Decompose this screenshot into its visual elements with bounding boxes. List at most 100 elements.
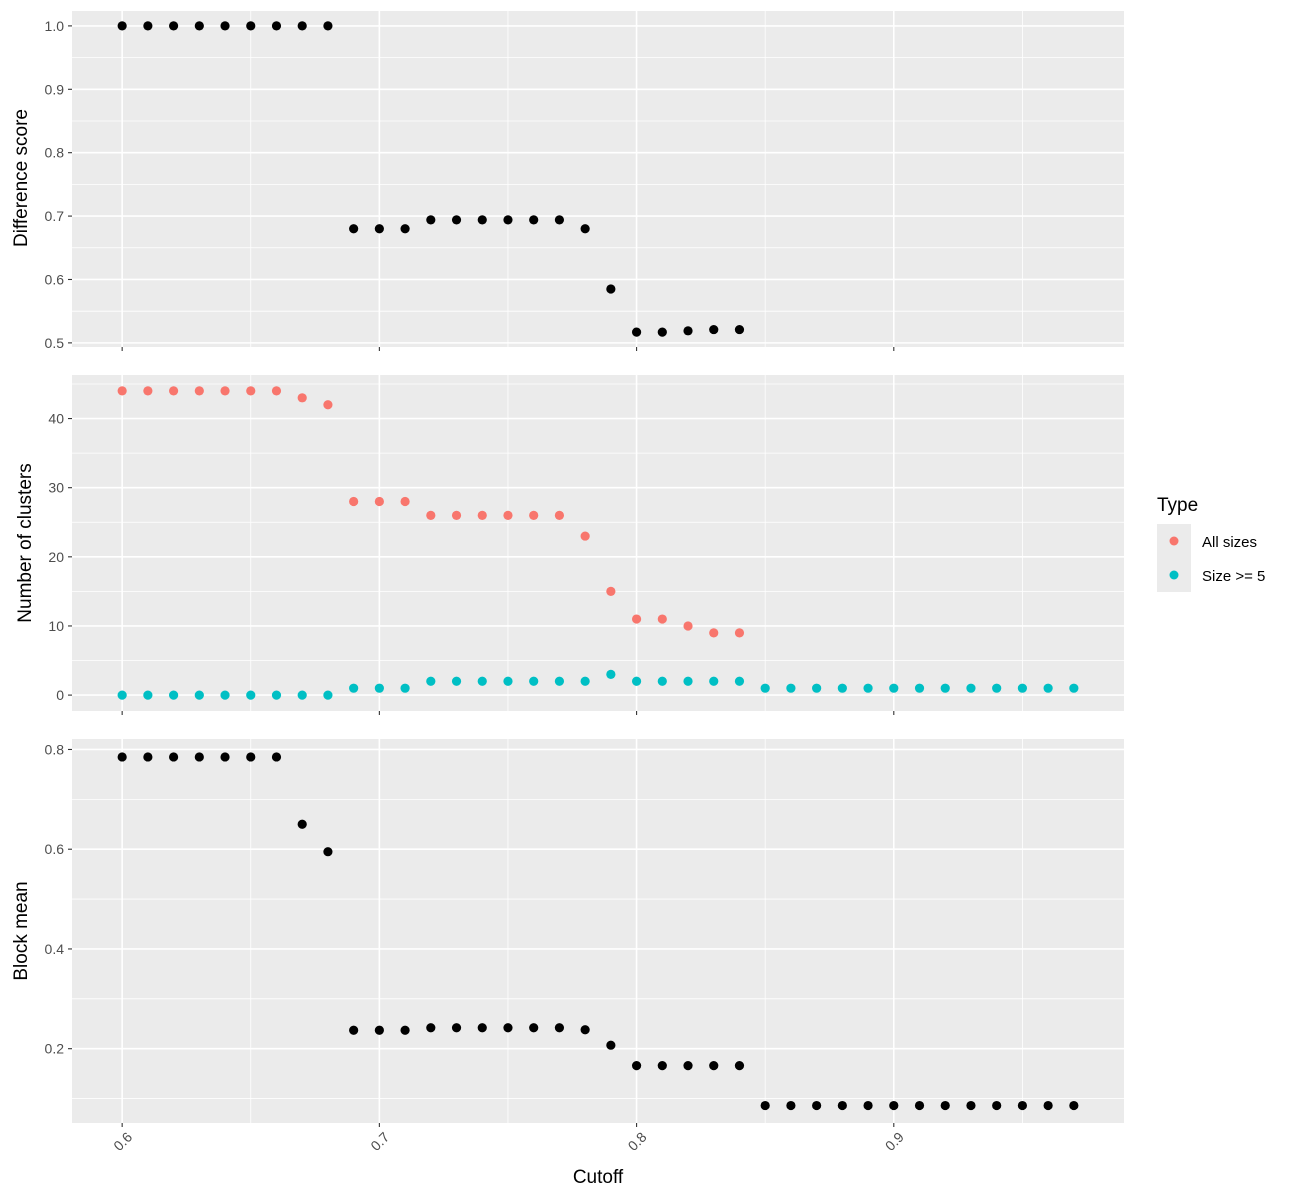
x-tick-label: 0.9: [882, 1129, 907, 1154]
data-point-all-sizes: [734, 628, 745, 638]
difference-score-panel: 0.5 0.6 0.7 0.8 0.9 1.0: [45, 11, 1124, 351]
data-point-block-mean: [1069, 1100, 1079, 1111]
y-axis-title-number-of-clusters: Number of clusters: [15, 463, 36, 622]
number-of-clusters-panel: 0 10 20 30 40: [48, 375, 1124, 715]
data-point-size-5: [349, 683, 359, 693]
data-point-size-5: [1069, 683, 1079, 693]
data-point-size-5: [374, 683, 384, 693]
data-point-size-5: [168, 690, 179, 700]
data-point-block-mean: [271, 752, 282, 762]
data-point-size-5: [220, 690, 230, 700]
data-point-block-mean: [940, 1100, 950, 1111]
data-point-all-sizes: [529, 510, 539, 520]
data-point-block-mean: [220, 752, 230, 762]
data-point-difference-score: [709, 324, 719, 335]
data-point-size-5: [940, 683, 950, 693]
data-point-size-5: [760, 683, 770, 693]
legend-label-size-5: Size >= 5: [1202, 568, 1265, 585]
y-tick-label: 20: [48, 549, 64, 565]
y-tick-label: 0.7: [45, 208, 65, 224]
data-point-difference-score: [426, 215, 436, 225]
data-point-all-sizes: [606, 586, 616, 596]
y-tick-label: 0.6: [45, 841, 65, 857]
data-point-block-mean: [1043, 1100, 1053, 1111]
data-point-block-mean: [966, 1100, 976, 1111]
x-tick-label: 0.7: [367, 1129, 392, 1154]
data-point-size-5: [529, 676, 539, 686]
data-point-all-sizes: [503, 510, 513, 520]
data-point-difference-score: [451, 215, 462, 225]
data-point-size-5: [554, 676, 565, 686]
y-tick-label: 0.9: [45, 81, 65, 97]
data-point-size-5: [966, 683, 976, 693]
data-point-block-mean: [246, 752, 256, 762]
data-point-all-sizes: [168, 386, 179, 396]
data-point-size-5: [271, 690, 282, 700]
data-point-difference-score: [349, 224, 359, 234]
data-point-all-sizes: [374, 496, 384, 507]
data-point-size-5: [323, 690, 333, 700]
data-point-size-5: [837, 683, 847, 693]
data-point-size-5: [709, 676, 719, 686]
data-point-difference-score: [554, 215, 565, 225]
data-point-size-5: [786, 683, 796, 693]
data-point-difference-score: [503, 215, 513, 225]
y-axis-title-difference-score: Difference score: [11, 109, 32, 247]
panel-background: [72, 739, 1124, 1123]
data-point-block-mean: [709, 1061, 719, 1071]
data-point-size-5: [683, 676, 693, 686]
data-point-block-mean: [529, 1023, 539, 1033]
data-point-block-mean: [143, 752, 153, 762]
data-point-size-5: [143, 690, 153, 700]
data-point-size-5: [992, 683, 1002, 693]
data-point-difference-score: [246, 21, 256, 31]
data-point-difference-score: [168, 21, 179, 31]
data-point-block-mean: [889, 1100, 899, 1111]
y-tick-label: 0.5: [45, 335, 65, 351]
data-point-size-5: [580, 676, 590, 686]
data-point-all-sizes: [349, 496, 359, 507]
y-tick-label: 30: [48, 480, 64, 496]
data-point-block-mean: [451, 1023, 462, 1033]
data-point-block-mean: [349, 1025, 359, 1035]
data-point-difference-score: [400, 224, 410, 234]
data-point-all-sizes: [271, 386, 282, 396]
data-point-all-sizes: [143, 386, 153, 396]
data-point-all-sizes: [297, 393, 307, 403]
data-point-block-mean: [503, 1023, 513, 1033]
data-point-block-mean: [477, 1023, 487, 1033]
data-point-block-mean: [297, 819, 307, 829]
data-point-all-sizes: [657, 614, 667, 624]
data-point-difference-score: [683, 326, 693, 336]
data-point-size-5: [606, 669, 616, 679]
data-point-difference-score: [580, 224, 590, 234]
legend-key-size-5: [1169, 570, 1179, 580]
data-point-all-sizes: [451, 510, 462, 520]
data-point-size-5: [503, 676, 513, 686]
data-point-block-mean: [1017, 1100, 1028, 1111]
data-point-block-mean: [992, 1100, 1002, 1111]
data-point-size-5: [426, 676, 436, 686]
data-point-difference-score: [529, 215, 539, 225]
data-point-difference-score: [117, 21, 127, 31]
data-point-block-mean: [657, 1061, 667, 1071]
data-point-difference-score: [143, 21, 153, 31]
data-point-all-sizes: [246, 386, 256, 396]
data-point-size-5: [812, 683, 822, 693]
data-point-size-5: [246, 690, 256, 700]
data-point-block-mean: [554, 1023, 565, 1033]
panel-background: [72, 375, 1124, 711]
x-tick-label: 0.6: [110, 1129, 135, 1154]
data-point-block-mean: [683, 1061, 693, 1071]
x-tick-label: 0.8: [625, 1129, 650, 1154]
data-point-block-mean: [374, 1025, 384, 1035]
data-point-all-sizes: [194, 386, 204, 396]
data-point-block-mean: [631, 1061, 642, 1071]
data-point-all-sizes: [554, 510, 565, 520]
panel-background: [72, 11, 1124, 347]
data-point-size-5: [451, 676, 462, 686]
data-point-size-5: [400, 683, 410, 693]
data-point-block-mean: [117, 752, 127, 762]
data-point-block-mean: [914, 1100, 925, 1111]
data-point-all-sizes: [426, 510, 436, 520]
